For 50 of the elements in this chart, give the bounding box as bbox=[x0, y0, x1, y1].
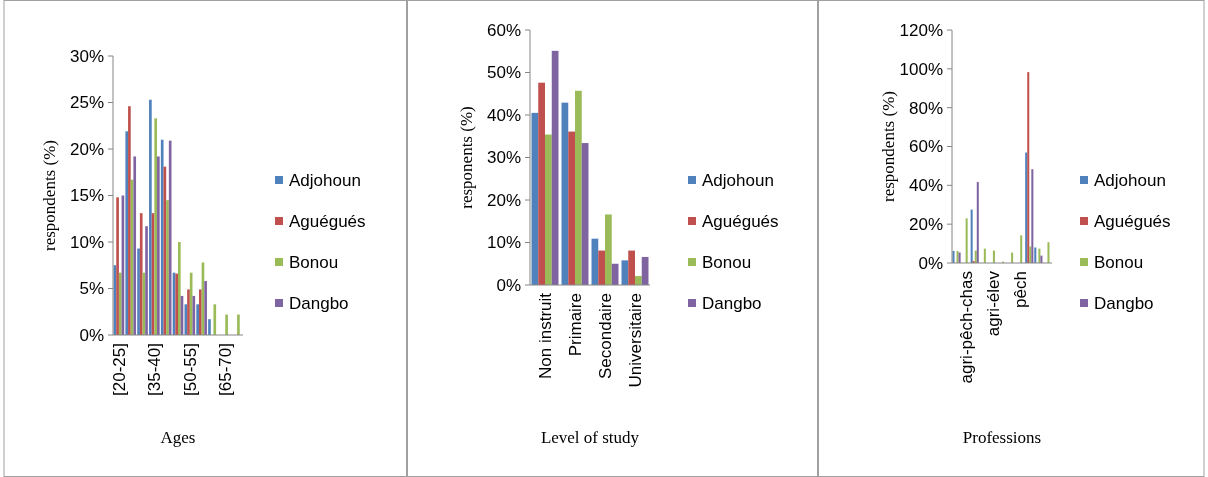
x-tick-label: [50-55] bbox=[180, 343, 200, 396]
x-tick-label: [65-70] bbox=[216, 343, 236, 396]
x-tick-label: Primaire bbox=[565, 293, 585, 357]
legend-label: Aguégués bbox=[289, 211, 366, 231]
legend-label: Dangbo bbox=[289, 293, 349, 313]
x-tick-label: [20-25] bbox=[109, 343, 129, 396]
x-tick-label: [35-40] bbox=[145, 343, 165, 396]
legend-label: Dangbo bbox=[702, 293, 762, 313]
y-tick-label: 40% bbox=[908, 176, 943, 196]
y-axis-title: respondents (%) bbox=[40, 140, 59, 251]
y-axis-title: responents (%) bbox=[457, 106, 476, 209]
y-tick-label: 10% bbox=[486, 233, 521, 253]
x-axis-title: Professions bbox=[962, 428, 1042, 447]
y-tick-label: 25% bbox=[69, 93, 104, 113]
y-axis-title: respondents (%) bbox=[879, 91, 898, 202]
x-tick-label: agri-élev bbox=[983, 270, 1003, 337]
y-tick-label: 80% bbox=[908, 98, 943, 118]
legend-label: Bonou bbox=[289, 252, 339, 272]
legend-label: Adjohoun bbox=[702, 170, 774, 190]
y-tick-label: 30% bbox=[69, 46, 104, 66]
legend-label: Aguégués bbox=[1094, 211, 1171, 231]
legend-label: Adjohoun bbox=[1094, 170, 1166, 190]
y-tick-label: 0% bbox=[79, 325, 104, 345]
y-tick-label: 0% bbox=[496, 275, 521, 295]
y-tick-label: 5% bbox=[79, 279, 104, 299]
legend-label: Bonou bbox=[702, 252, 752, 272]
x-tick-label: pêch bbox=[1011, 271, 1031, 308]
x-tick-label: Secondaire bbox=[595, 293, 615, 380]
legend-label: Bonou bbox=[1094, 252, 1144, 272]
legend-label: Aguégués bbox=[702, 211, 779, 231]
y-tick-label: 20% bbox=[486, 190, 521, 210]
y-tick-label: 20% bbox=[69, 139, 104, 159]
x-tick-label: Universitaire bbox=[625, 293, 645, 388]
y-tick-label: 50% bbox=[486, 63, 521, 83]
x-tick-label: Non instruit bbox=[535, 292, 555, 379]
y-tick-label: 120% bbox=[899, 20, 943, 40]
x-axis-title: Level of study bbox=[540, 428, 640, 447]
y-tick-label: 40% bbox=[486, 105, 521, 125]
y-tick-label: 0% bbox=[918, 253, 943, 273]
y-tick-label: 10% bbox=[69, 232, 104, 252]
y-tick-label: 100% bbox=[899, 59, 943, 79]
y-tick-label: 20% bbox=[908, 215, 943, 235]
y-tick-label: 30% bbox=[486, 148, 521, 168]
x-tick-label: agri-pêch-chas bbox=[956, 271, 976, 384]
legend-label: Adjohoun bbox=[289, 170, 361, 190]
y-tick-label: 15% bbox=[69, 186, 104, 206]
legend-label: Dangbo bbox=[1094, 293, 1154, 313]
x-axis-title: Ages bbox=[160, 428, 196, 447]
y-tick-label: 60% bbox=[908, 137, 943, 157]
y-tick-label: 60% bbox=[486, 20, 521, 40]
